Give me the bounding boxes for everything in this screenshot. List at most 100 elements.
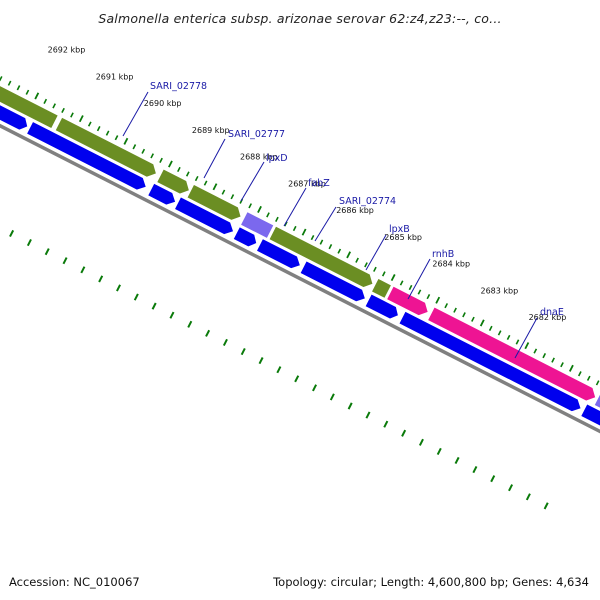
outer-tick [257,205,262,213]
outer-tick [364,262,368,268]
rev-feature-6[interactable] [255,237,303,272]
outer-tick [87,121,92,127]
inner-tick [62,257,68,265]
inner-tick [26,238,32,247]
gene-label-sari-02774[interactable]: SARI_02774 [339,196,396,207]
gene-label-dnae[interactable]: dnaE [540,307,564,318]
outer-tick [150,153,154,159]
feature-rnhb[interactable] [385,285,432,319]
feature-fabz[interactable] [186,183,245,223]
gene-label-lpxd[interactable]: lpxD [266,153,288,164]
gene-label-lpxb[interactable]: lpxB [389,224,410,235]
outer-tick [462,312,466,318]
inner-tick [347,402,353,410]
feature-lpxd[interactable] [155,168,193,197]
feature-sari-02774[interactable] [268,225,376,291]
inner-tick [365,411,371,419]
accession-text: Accession: NC_010067 [9,575,140,589]
inner-tick [294,375,300,383]
inner-tick [472,465,478,474]
outer-tick [105,130,110,136]
outer-tick [471,316,475,322]
outer-tick [568,364,574,372]
inner-tick-ring [9,229,549,510]
rev-feature-1[interactable] [0,71,31,133]
rev-feature-5[interactable] [232,226,260,250]
inner-tick [454,456,460,465]
feature-other-end[interactable] [593,391,600,417]
inner-tick [222,338,228,347]
kbp-scale: 2692 kbp 2691 kbp 2690 kbp 2689 kbp 2688… [48,46,567,323]
outer-tick [141,148,146,154]
outer-tick [123,137,129,145]
outer-tick [595,380,600,386]
rev-feature-4[interactable] [173,196,236,238]
outer-tick [533,348,538,354]
map-title: Salmonella enterica subsp. arizonae sero… [98,11,501,26]
kbp-label-2692: 2692 kbp [48,46,86,55]
outer-tick [275,216,279,222]
rev-feature-8[interactable] [364,293,402,322]
outer-tick [542,353,547,359]
outer-tick [515,339,520,345]
outer-tick [185,171,190,177]
inner-tick [543,502,549,510]
rev-feature-7[interactable] [299,260,369,305]
gene-label-fabz[interactable]: fabZ [308,178,330,189]
outer-tick [373,266,377,272]
inner-tick [169,311,175,319]
inner-tick [525,493,531,501]
gene-label-rnhb[interactable]: rnhB [432,249,454,260]
outer-tick [506,334,511,341]
gene-label-sari-02778[interactable]: SARI_02778 [150,81,207,92]
inner-tick [436,447,442,455]
outer-tick [212,183,218,191]
gene-label-sari-02777[interactable]: SARI_02777 [228,129,285,140]
kbp-label-2690: 2690 kbp [144,99,182,108]
gene-labels: SARI_02778 SARI_02777 lpxD fabZ SARI_027… [150,81,564,318]
outer-tick [177,166,181,173]
outer-tick [43,98,48,104]
kbp-label-2687: 2687 kbp [288,179,326,188]
inner-tick [276,366,282,374]
inner-tick [80,266,86,274]
rev-feature-10[interactable] [579,403,600,431]
inner-tick [312,384,318,392]
feature-sari-02778[interactable] [0,56,59,130]
outer-tick [132,144,137,150]
feature-lpxb[interactable] [370,277,393,300]
outer-tick [194,175,199,182]
feature-dnae[interactable] [426,306,600,404]
outer-tick [408,284,413,291]
rev-feature-2[interactable] [25,120,149,193]
leader-fabz [283,187,307,227]
outer-tick [301,228,307,236]
outer-tick [203,180,208,186]
outer-tick [34,92,40,100]
feature-other-block[interactable] [239,210,275,240]
inner-tick [9,229,15,238]
outer-tick [292,225,297,232]
inner-tick [116,284,121,292]
kbp-label-2684: 2684 kbp [432,260,470,269]
outer-tick [381,271,386,277]
outer-tick [230,194,235,200]
inner-tick [133,293,139,301]
outer-tick [61,107,65,114]
rev-feature-3[interactable] [146,182,179,208]
outer-tick [0,76,3,82]
leader-dnae [514,317,538,359]
outer-tick [444,303,449,309]
inner-tick [187,320,193,328]
inner-tick [205,329,211,337]
rev-feature-9[interactable] [398,310,584,415]
inner-tick [329,393,335,401]
outer-tick [159,157,163,163]
feature-sari-02777[interactable] [54,116,160,180]
inner-tick [383,420,389,428]
reverse-strand [0,71,600,431]
kbp-label-2685: 2685 kbp [384,233,422,242]
inner-tick [401,429,407,437]
gene-leaders [122,91,538,359]
outer-tick [7,80,12,86]
